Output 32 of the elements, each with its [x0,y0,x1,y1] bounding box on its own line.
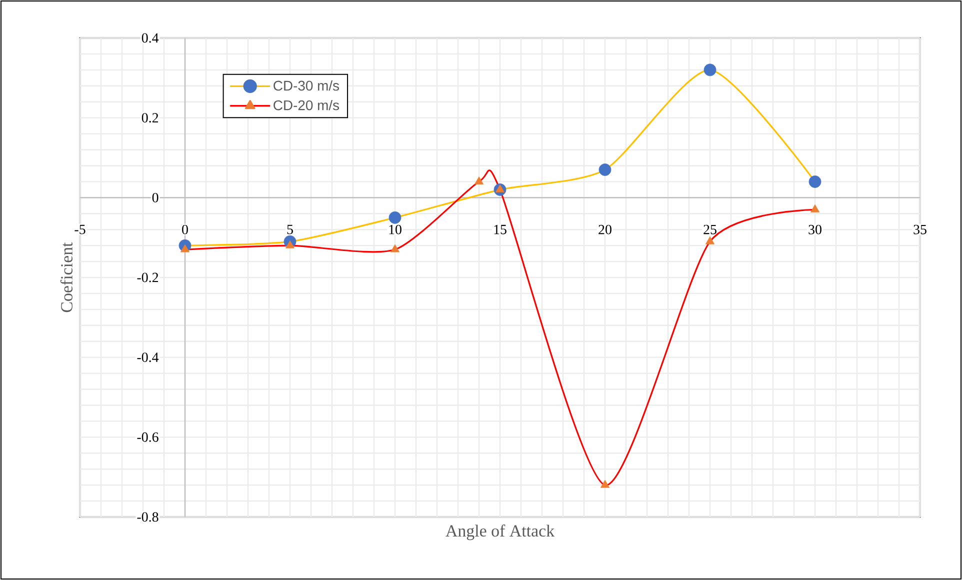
point [808,175,822,188]
point [390,244,400,252]
point [810,204,820,212]
x-tick-label: 20 [598,224,612,234]
y-tick-label: 0 [152,192,158,202]
y-tick-label: -0.2 [137,272,158,282]
point [598,164,612,176]
x-tick-label: 0 [182,224,188,234]
x-tick-label: -5 [74,224,86,234]
x-tick-label: 15 [494,224,506,234]
point [388,211,402,224]
x-tick-label: 5 [287,224,293,234]
point [705,236,715,244]
legend-label: CD-20 m/s [274,100,340,110]
x-tick-label: 10 [389,224,402,234]
point [600,480,610,488]
y-tick-label: 0.4 [142,33,159,43]
point [704,64,716,76]
x-tick-label: 30 [808,224,822,234]
x-axis-title: Angle of Attack [446,524,555,540]
y-tick-label: 0.2 [142,113,158,123]
point [285,240,295,248]
y-axis-title: Coeficient [60,242,72,312]
x-tick-label: 25 [704,224,716,234]
y-tick-label: -0.4 [137,352,159,362]
y-tick-label: -0.8 [137,512,158,522]
legend-label: CD-30 m/s [274,80,340,91]
x-tick-label: 35 [914,224,926,234]
point [180,244,190,252]
y-tick-label: -0.6 [137,432,158,442]
point [474,176,484,184]
point [495,184,505,192]
